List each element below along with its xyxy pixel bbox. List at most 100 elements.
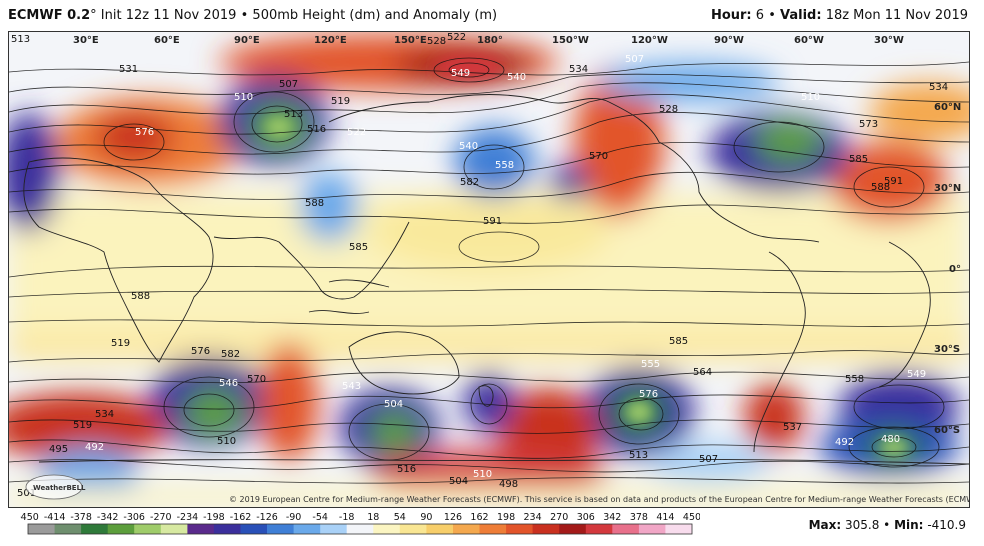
- contour-label: 495: [49, 444, 68, 455]
- contour-label: 558: [495, 160, 514, 171]
- contour-label: 510: [217, 436, 236, 447]
- contour-label: 546: [219, 378, 238, 389]
- contour-label: 504: [384, 399, 403, 410]
- title-bullet: •: [240, 8, 249, 23]
- colorbar-tick-label: -342: [97, 512, 119, 523]
- contour-label: 588: [305, 198, 324, 209]
- colorbar-tick-label: 414: [656, 512, 674, 523]
- lon-label: 180°: [477, 35, 503, 46]
- contour-label: 516: [307, 124, 326, 135]
- logo-text: WeatherBELL: [33, 484, 86, 492]
- colorbar-swatch: [479, 524, 507, 534]
- colorbar-tick-label: -450: [20, 512, 39, 523]
- contour-label: 516: [397, 464, 416, 475]
- copyright-notice: © 2019 European Centre for Medium-range …: [229, 495, 969, 504]
- contour-label: 531: [119, 64, 138, 75]
- colorbar-tick-label: -90: [286, 512, 302, 523]
- lon-label: 30°E: [73, 35, 99, 46]
- colorbar-tick-label: 342: [603, 512, 621, 523]
- lat-label: 60°S: [934, 425, 960, 436]
- contour-label: 564: [693, 367, 712, 378]
- colorbar-swatch: [559, 524, 587, 534]
- header: ECMWF 0.2° Init 12z 11 Nov 2019 • 500mb …: [0, 0, 984, 30]
- colorbar-swatch: [426, 524, 454, 534]
- colorbar-tick-label: -378: [70, 512, 92, 523]
- colorbar-tick-label: -414: [44, 512, 66, 523]
- colorbar-tick-label: 234: [524, 512, 542, 523]
- colorbar-tick-label: -198: [203, 512, 225, 523]
- colorbar-tick-label: -306: [123, 512, 145, 523]
- contour-label: 528: [427, 36, 446, 47]
- contour-label: 540: [507, 72, 526, 83]
- colorbar-svg: -450 -414 -378 -342 -306 -270 -234 -198 -162 -126…: [20, 512, 700, 535]
- contour-label: 513: [11, 34, 30, 45]
- colorbar-tick-label: 18: [367, 512, 379, 523]
- contour-label: 504: [449, 476, 468, 487]
- contour-label: 513: [284, 109, 303, 120]
- colorbar-swatch: [160, 524, 188, 534]
- contour-label: 492: [835, 437, 854, 448]
- contour-label: 528: [659, 104, 678, 115]
- contour-label: 591: [483, 216, 502, 227]
- colorbar-tick-label: 378: [630, 512, 648, 523]
- contour-label: 513: [629, 450, 648, 461]
- contour-label: 549: [451, 68, 470, 79]
- valid-label: Valid:: [780, 8, 822, 23]
- hour-value: 6: [755, 8, 765, 23]
- contour-label: 480: [881, 434, 900, 445]
- contour-label: 534: [569, 64, 588, 75]
- contour-label: 543: [342, 381, 361, 392]
- lon-label: 30°W: [874, 35, 904, 46]
- contour-label: 582: [460, 177, 479, 188]
- colorbar-border: [27, 523, 693, 535]
- colorbar-tick-label: -18: [339, 512, 355, 523]
- colorbar-swatch: [81, 524, 109, 534]
- lat-label: 60°N: [934, 102, 961, 113]
- contour-label: 591: [884, 176, 903, 187]
- colorbar-swatch: [267, 524, 295, 534]
- contour-label: 570: [589, 151, 608, 162]
- lon-label: 120°W: [631, 35, 668, 46]
- colorbar-tick-label: 270: [550, 512, 568, 523]
- colorbar-swatch: [506, 524, 534, 534]
- colorbar-tick-label: 126: [444, 512, 462, 523]
- colorbar-swatch: [28, 524, 56, 534]
- colorbar-swatch: [187, 524, 215, 534]
- contour-label: 507: [699, 454, 718, 465]
- stats-separator: •: [883, 518, 891, 532]
- hour-label: Hour:: [710, 8, 752, 23]
- colorbar-tick-label: 306: [577, 512, 595, 523]
- min-label: Min:: [894, 518, 924, 532]
- contour-label: 507: [279, 79, 298, 90]
- map-title: ECMWF 0.2° Init 12z 11 Nov 2019 • 500mb …: [8, 8, 497, 23]
- colorbar-tick-label: -270: [150, 512, 172, 523]
- colorbar-swatch: [585, 524, 613, 534]
- max-label: Max:: [808, 518, 842, 532]
- valid-time: Hour: 6 • Valid: 18z Mon 11 Nov 2019: [711, 8, 968, 23]
- product-name: 500mb Height (dm) and Anomaly (m): [252, 8, 498, 23]
- degree-symbol: °: [90, 8, 97, 23]
- contour-label: 510: [234, 92, 253, 103]
- valid-value: 18z Mon 11 Nov 2019: [825, 8, 968, 23]
- contour-label: 537: [783, 422, 802, 433]
- lon-label: 60°W: [794, 35, 824, 46]
- contour-label: 588: [871, 182, 890, 193]
- contour-label: 549: [907, 369, 926, 380]
- lat-label: 30°N: [934, 183, 961, 194]
- contour-label: 510: [801, 92, 820, 103]
- contour-label: 576: [191, 346, 210, 357]
- lon-label: 120°E: [314, 35, 347, 46]
- contour-value-labels: 513 531 507 510 513 519 528 522 549 540 …: [11, 32, 948, 499]
- colorbar-swatch: [612, 524, 640, 534]
- lat-label: 30°S: [934, 344, 960, 355]
- colorbar-swatch: [532, 524, 560, 534]
- lon-label: 90°E: [234, 35, 260, 46]
- min-value: -410.9: [927, 518, 966, 532]
- colorbar-tick-label: 90: [420, 512, 432, 523]
- contour-label: 576: [135, 127, 154, 138]
- stats-readout: Max: 305.8 • Min: -410.9: [809, 518, 966, 532]
- weatherbell-logo: WeatherBELL: [25, 474, 86, 500]
- lon-label: 150°W: [552, 35, 589, 46]
- contour-label: 522: [347, 127, 366, 138]
- contour-label: 540: [459, 141, 478, 152]
